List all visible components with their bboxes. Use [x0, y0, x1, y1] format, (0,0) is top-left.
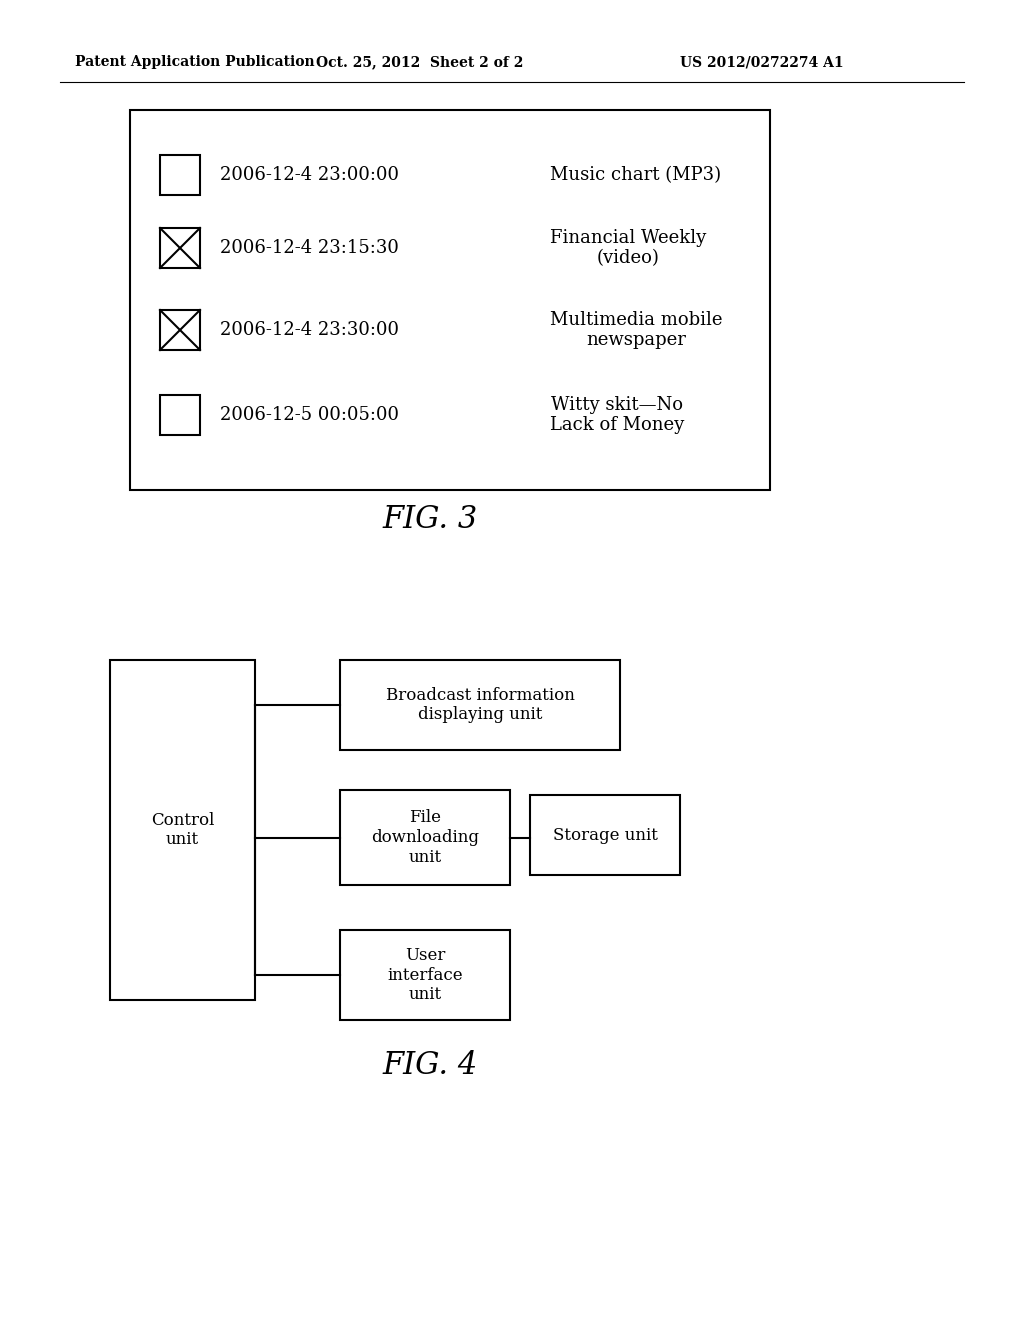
- Text: FIG. 4: FIG. 4: [382, 1049, 477, 1081]
- Text: Financial Weekly
(video): Financial Weekly (video): [550, 228, 707, 268]
- Text: Control
unit: Control unit: [151, 812, 214, 849]
- Text: Patent Application Publication: Patent Application Publication: [75, 55, 314, 69]
- Bar: [530, 795, 680, 875]
- Text: Broadcast information
displaying unit: Broadcast information displaying unit: [386, 686, 574, 723]
- Bar: [340, 660, 620, 750]
- Text: File
downloading
unit: File downloading unit: [371, 809, 479, 866]
- Text: Witty skit—No
Lack of Money: Witty skit—No Lack of Money: [550, 396, 684, 434]
- Bar: [160, 154, 200, 195]
- Text: 2006-12-4 23:30:00: 2006-12-4 23:30:00: [220, 321, 399, 339]
- Bar: [130, 110, 770, 490]
- Text: Storage unit: Storage unit: [553, 826, 657, 843]
- Bar: [340, 789, 510, 884]
- Text: Oct. 25, 2012  Sheet 2 of 2: Oct. 25, 2012 Sheet 2 of 2: [316, 55, 523, 69]
- Text: 2006-12-5 00:05:00: 2006-12-5 00:05:00: [220, 407, 399, 424]
- Text: 2006-12-4 23:00:00: 2006-12-4 23:00:00: [220, 166, 399, 183]
- Bar: [160, 228, 200, 268]
- Text: FIG. 3: FIG. 3: [382, 504, 477, 536]
- Text: 2006-12-4 23:15:30: 2006-12-4 23:15:30: [220, 239, 399, 257]
- Bar: [110, 660, 255, 1001]
- Bar: [160, 310, 200, 350]
- Bar: [340, 931, 510, 1020]
- Text: US 2012/0272274 A1: US 2012/0272274 A1: [680, 55, 844, 69]
- Text: Music chart (MP3): Music chart (MP3): [550, 166, 721, 183]
- Bar: [160, 395, 200, 436]
- Text: User
interface
unit: User interface unit: [387, 946, 463, 1003]
- Text: Multimedia mobile
newspaper: Multimedia mobile newspaper: [550, 310, 723, 350]
